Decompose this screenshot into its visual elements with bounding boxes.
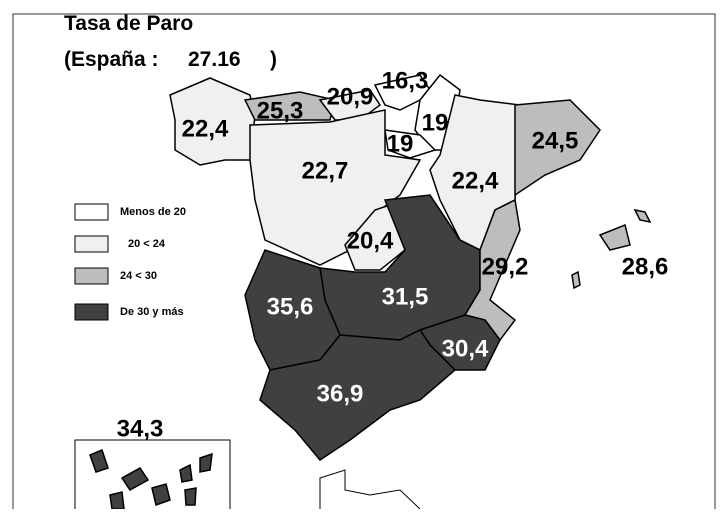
frame	[12, 13, 716, 514]
region-label: 29,2	[482, 253, 529, 280]
region-shape	[199, 452, 213, 473]
region-label: 16,3	[382, 67, 429, 94]
region-shape	[179, 463, 193, 483]
legend-swatch	[74, 267, 109, 285]
subtitle-prefix: (España :	[64, 48, 159, 71]
region-label: 34,3	[117, 415, 164, 442]
legend-label: Menos de 20	[120, 206, 186, 218]
region-shape	[571, 270, 581, 290]
region-shape	[184, 487, 197, 506]
region-label: 20,9	[327, 83, 374, 110]
title: Tasa de Paro	[64, 12, 193, 35]
region-label: 24,5	[532, 127, 579, 154]
region-shape	[633, 208, 652, 224]
region-label: 20,4	[347, 227, 394, 254]
region-shape	[259, 329, 457, 461]
region-label: 19	[422, 109, 449, 136]
national-value: 27.16	[188, 48, 241, 71]
region-label: 35,6	[267, 293, 314, 320]
legend-swatch	[74, 203, 109, 221]
legend-label: 24 < 30	[120, 270, 157, 282]
region-label: 28,6	[622, 253, 669, 280]
region-shape	[463, 198, 521, 342]
region-shape	[120, 467, 150, 491]
region-label: 22,4	[182, 115, 229, 142]
region-label: 25,3	[257, 97, 304, 124]
region-shape	[151, 483, 171, 506]
ceuta-box	[319, 469, 421, 510]
region-shape	[384, 129, 437, 159]
canarias-box	[74, 439, 231, 514]
legend-swatch	[74, 303, 109, 321]
region-shape	[598, 223, 631, 251]
region-shape	[169, 77, 256, 166]
region-label: 31,5	[382, 283, 429, 310]
region-shape	[109, 491, 125, 510]
subtitle-suffix: )	[270, 48, 277, 71]
region-label: 22,4	[452, 167, 499, 194]
region-shape	[243, 91, 336, 121]
legend-label: De 30 y más	[120, 306, 184, 318]
region-shape	[89, 448, 109, 473]
region-label: 19	[387, 130, 414, 157]
legend-swatch	[74, 235, 109, 253]
region-label: 36,9	[317, 380, 364, 407]
region-label: 30,4	[442, 335, 489, 362]
region-shape	[514, 99, 601, 197]
region-label: 22,7	[302, 157, 349, 184]
region-shape	[318, 89, 382, 121]
legend-label: 20 < 24	[128, 238, 166, 250]
